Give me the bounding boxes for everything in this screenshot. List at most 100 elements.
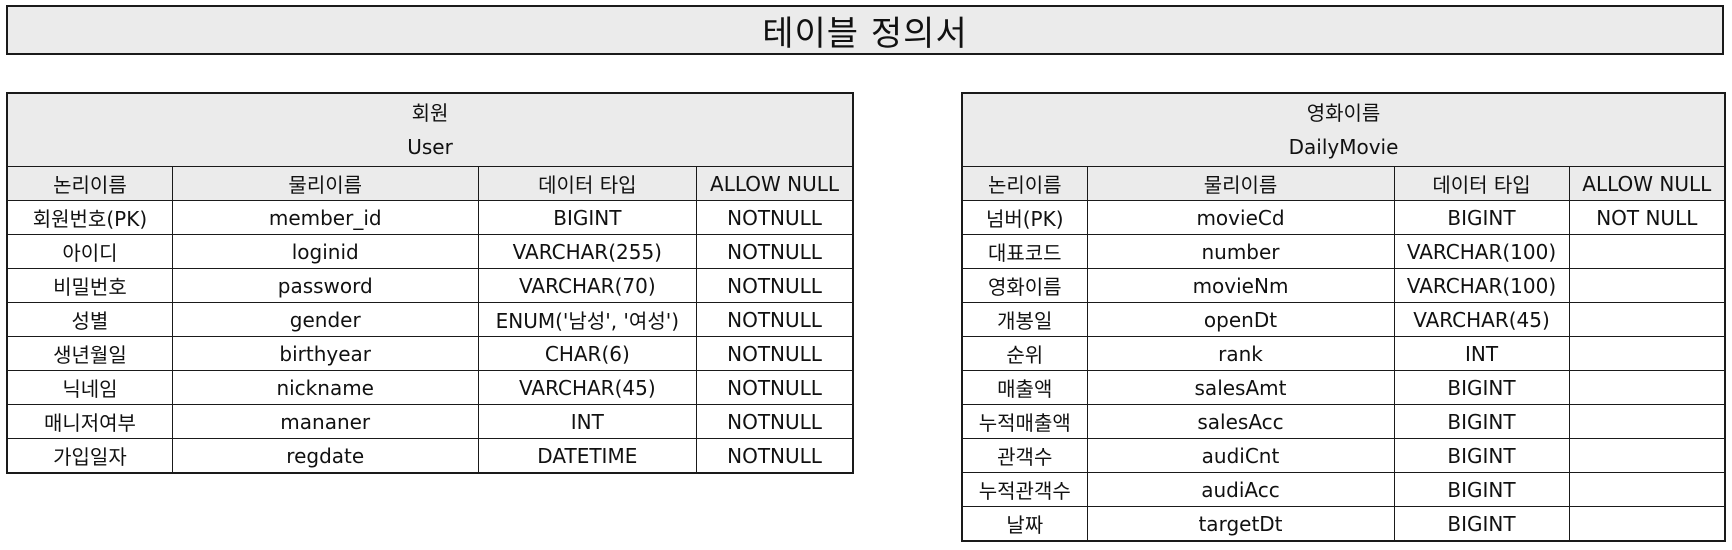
column-header-physical-name: 물리이름 [171,166,479,201]
table-row: 누적매출액 salesAcc BIGINT [961,404,1726,439]
table-physical-name: User [407,135,453,159]
cell-physical-name: audiAcc [1086,472,1395,507]
cell-allow-null [1568,370,1726,405]
cell-data-type: INT [477,404,698,439]
cell-allow-null [1568,438,1726,473]
cell-data-type: DATETIME [477,438,698,474]
cell-physical-name: salesAcc [1086,404,1395,439]
column-header-allow-null: ALLOW NULL [1568,166,1726,201]
cell-data-type: VARCHAR(70) [477,268,698,303]
cell-data-type: BIGINT [1393,472,1570,507]
cell-allow-null: NOTNULL [696,302,854,337]
page-title: 테이블 정의서 [6,5,1724,55]
cell-logical-name: 생년월일 [6,336,173,371]
column-header-logical-name: 논리이름 [6,166,173,201]
cell-logical-name: 누적매출액 [961,404,1088,439]
cell-physical-name: member_id [171,200,479,235]
cell-physical-name: birthyear [171,336,479,371]
table-row: 가입일자 regdate DATETIME NOTNULL [6,438,854,474]
cell-logical-name: 가입일자 [6,438,173,474]
cell-physical-name: loginid [171,234,479,269]
cell-allow-null: NOTNULL [696,370,854,405]
cell-allow-null: NOTNULL [696,234,854,269]
table-physical-name: DailyMovie [1288,135,1399,159]
cell-physical-name: password [171,268,479,303]
cell-allow-null [1568,506,1726,542]
table-row: 생년월일 birthyear CHAR(6) NOTNULL [6,336,854,371]
table-row: 관객수 audiCnt BIGINT [961,438,1726,473]
table-caption: 회원 User [6,92,854,167]
cell-data-type: BIGINT [1393,404,1570,439]
cell-data-type: CHAR(6) [477,336,698,371]
user-table: 회원 User 논리이름 물리이름 데이터 타입 ALLOW NULL 회원번호… [6,92,854,474]
cell-data-type: ENUM('남성', '여성') [477,302,698,337]
cell-logical-name: 매출액 [961,370,1088,405]
cell-data-type: BIGINT [1393,370,1570,405]
cell-physical-name: mananer [171,404,479,439]
cell-data-type: VARCHAR(100) [1393,268,1570,303]
column-header-data-type: 데이터 타입 [1393,166,1570,201]
cell-logical-name: 비밀번호 [6,268,173,303]
cell-data-type: VARCHAR(45) [477,370,698,405]
cell-logical-name: 관객수 [961,438,1088,473]
table-row: 날짜 targetDt BIGINT [961,506,1726,542]
column-header-allow-null: ALLOW NULL [696,166,854,201]
cell-logical-name: 누적관객수 [961,472,1088,507]
column-header-physical-name: 물리이름 [1086,166,1395,201]
cell-physical-name: regdate [171,438,479,474]
cell-allow-null [1568,404,1726,439]
table-row: 넘버(PK) movieCd BIGINT NOT NULL [961,200,1726,235]
column-header-logical-name: 논리이름 [961,166,1088,201]
cell-physical-name: rank [1086,336,1395,371]
cell-logical-name: 아이디 [6,234,173,269]
table-caption: 영화이름 DailyMovie [961,92,1726,167]
table-row: 매니저여부 mananer INT NOTNULL [6,404,854,439]
cell-data-type: INT [1393,336,1570,371]
cell-physical-name: nickname [171,370,479,405]
cell-data-type: BIGINT [477,200,698,235]
table-row: 매출액 salesAmt BIGINT [961,370,1726,405]
cell-allow-null: NOTNULL [696,268,854,303]
cell-logical-name: 개봉일 [961,302,1088,337]
cell-allow-null: NOTNULL [696,438,854,474]
table-row: 비밀번호 password VARCHAR(70) NOTNULL [6,268,854,303]
cell-allow-null [1568,268,1726,303]
table-row: 순위 rank INT [961,336,1726,371]
cell-data-type: BIGINT [1393,506,1570,542]
cell-data-type: VARCHAR(45) [1393,302,1570,337]
cell-physical-name: audiCnt [1086,438,1395,473]
cell-logical-name: 회원번호(PK) [6,200,173,235]
table-logical-name: 영화이름 [1306,101,1381,125]
cell-allow-null [1568,234,1726,269]
table-row: 닉네임 nickname VARCHAR(45) NOTNULL [6,370,854,405]
cell-logical-name: 영화이름 [961,268,1088,303]
column-header-data-type: 데이터 타입 [477,166,698,201]
cell-allow-null: NOT NULL [1568,200,1726,235]
cell-logical-name: 순위 [961,336,1088,371]
table-row: 개봉일 openDt VARCHAR(45) [961,302,1726,337]
cell-logical-name: 매니저여부 [6,404,173,439]
cell-logical-name: 날짜 [961,506,1088,542]
daily-movie-table: 영화이름 DailyMovie 논리이름 물리이름 데이터 타입 ALLOW N… [961,92,1727,542]
cell-physical-name: targetDt [1086,506,1395,542]
table-row: 누적관객수 audiAcc BIGINT [961,472,1726,507]
table-header-row: 논리이름 물리이름 데이터 타입 ALLOW NULL [6,166,854,201]
cell-logical-name: 성별 [6,302,173,337]
cell-data-type: VARCHAR(255) [477,234,698,269]
cell-physical-name: movieCd [1086,200,1395,235]
table-row: 성별 gender ENUM('남성', '여성') NOTNULL [6,302,854,337]
cell-allow-null: NOTNULL [696,200,854,235]
cell-allow-null: NOTNULL [696,404,854,439]
cell-logical-name: 넘버(PK) [961,200,1088,235]
cell-allow-null [1568,472,1726,507]
cell-logical-name: 닉네임 [6,370,173,405]
table-row: 회원번호(PK) member_id BIGINT NOTNULL [6,200,854,235]
cell-physical-name: openDt [1086,302,1395,337]
cell-allow-null [1568,336,1726,371]
table-row: 아이디 loginid VARCHAR(255) NOTNULL [6,234,854,269]
cell-physical-name: movieNm [1086,268,1395,303]
cell-allow-null [1568,302,1726,337]
cell-physical-name: gender [171,302,479,337]
cell-data-type: BIGINT [1393,200,1570,235]
table-logical-name: 회원 [411,101,449,125]
